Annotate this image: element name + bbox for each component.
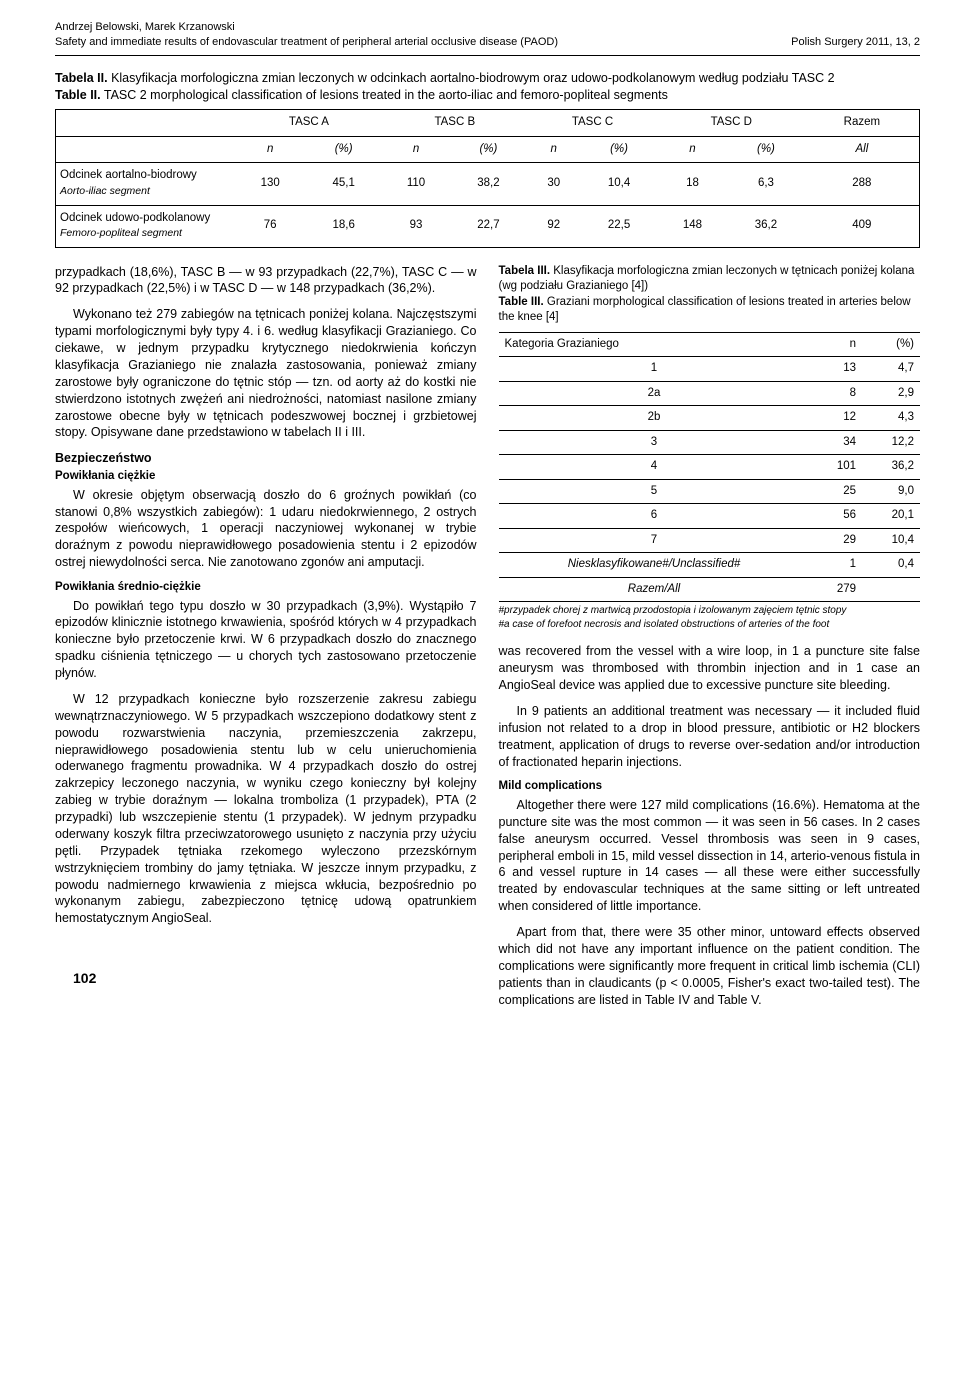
t2-hdr-b: TASC B bbox=[382, 110, 527, 137]
table-row: 5259,0 bbox=[499, 479, 921, 504]
table-row: 1134,7 bbox=[499, 357, 921, 382]
body-para: was recovered from the vessel with a wir… bbox=[499, 643, 921, 694]
table-3-caption-pl: Klasyfikacja morfologiczna zmian leczony… bbox=[499, 265, 915, 293]
body-para: W okresie objętym obserwacją doszło do 6… bbox=[55, 487, 477, 571]
t2-hdr-a: TASC A bbox=[236, 110, 383, 137]
table-row: Niesklasyfikowane#/Unclassified#10,4 bbox=[499, 553, 921, 578]
table-row: 2b124,3 bbox=[499, 406, 921, 431]
t2-hdr-sum: Razem bbox=[805, 110, 920, 137]
authors: Andrzej Belowski, Marek Krzanowski bbox=[55, 20, 558, 35]
table-3-caption-en: Graziani morphological classification of… bbox=[499, 296, 911, 324]
table-3-caption: Tabela III. Klasyfikacja morfologiczna z… bbox=[499, 264, 921, 326]
table-row: Odcinek udowo-podkolanowyFemoro-poplitea… bbox=[56, 205, 920, 247]
running-title: Safety and immediate results of endovasc… bbox=[55, 35, 558, 50]
t2-hdr-c: TASC C bbox=[527, 110, 658, 137]
heading-severe: Powikłania ciężkie bbox=[55, 469, 477, 485]
heading-moderate: Powikłania średnio-ciężkie bbox=[55, 580, 477, 596]
table-2-caption-en: TASC 2 morphological classification of l… bbox=[104, 88, 668, 102]
heading-mild: Mild complications bbox=[499, 779, 921, 795]
table-row: 33412,2 bbox=[499, 430, 921, 455]
t2-hdr-d: TASC D bbox=[658, 110, 805, 137]
body-para: Altogether there were 127 mild complicat… bbox=[499, 797, 921, 915]
table-row: 72910,4 bbox=[499, 528, 921, 553]
table-row: Razem/All279 bbox=[499, 577, 921, 602]
body-para: In 9 patients an additional treatment wa… bbox=[499, 703, 921, 771]
body-para: Do powikłań tego typu doszło w 30 przypa… bbox=[55, 598, 477, 682]
table-row: Odcinek aortalno-biodrowyAorto-iliac seg… bbox=[56, 163, 920, 205]
table-3-label-en: Table III. bbox=[499, 296, 544, 308]
table-2-block: Tabela II. Klasyfikacja morfologiczna zm… bbox=[55, 70, 920, 248]
table-3-footnote: #przypadek chorej z martwicą przodostopi… bbox=[499, 604, 921, 631]
table-row: 65620,1 bbox=[499, 504, 921, 529]
left-column: przypadkach (18,6%), TASC B — w 93 przyp… bbox=[55, 264, 477, 1018]
body-para: Wykonano też 279 zabiegów na tętnicach p… bbox=[55, 306, 477, 441]
journal-ref: Polish Surgery 2011, 13, 2 bbox=[791, 35, 920, 50]
table-3: Kategoria Grazianiego n (%) 1134,72a82,9… bbox=[499, 332, 921, 603]
body-para: przypadkach (18,6%), TASC B — w 93 przyp… bbox=[55, 264, 477, 298]
heading-safety: Bezpieczeństwo bbox=[55, 450, 477, 467]
table-2-caption: Tabela II. Klasyfikacja morfologiczna zm… bbox=[55, 70, 920, 104]
table-row: 410136,2 bbox=[499, 455, 921, 480]
right-column: Tabela III. Klasyfikacja morfologiczna z… bbox=[499, 264, 921, 1018]
table-2-caption-pl: Klasyfikacja morfologiczna zmian leczony… bbox=[111, 71, 835, 85]
two-column-body: przypadkach (18,6%), TASC B — w 93 przyp… bbox=[55, 264, 920, 1018]
table-2: TASC A TASC B TASC C TASC D Razem n (%) … bbox=[55, 109, 920, 247]
page-number: 102 bbox=[73, 969, 96, 988]
table-2-label-en: Table II. bbox=[55, 88, 101, 102]
table-3-label-pl: Tabela III. bbox=[499, 265, 551, 277]
body-para: W 12 przypadkach konieczne było rozszerz… bbox=[55, 691, 477, 927]
body-para: Apart from that, there were 35 other min… bbox=[499, 924, 921, 1008]
page-header: Andrzej Belowski, Marek Krzanowski Safet… bbox=[55, 20, 920, 56]
header-left: Andrzej Belowski, Marek Krzanowski Safet… bbox=[55, 20, 558, 50]
table-row: 2a82,9 bbox=[499, 381, 921, 406]
table-2-label-pl: Tabela II. bbox=[55, 71, 108, 85]
